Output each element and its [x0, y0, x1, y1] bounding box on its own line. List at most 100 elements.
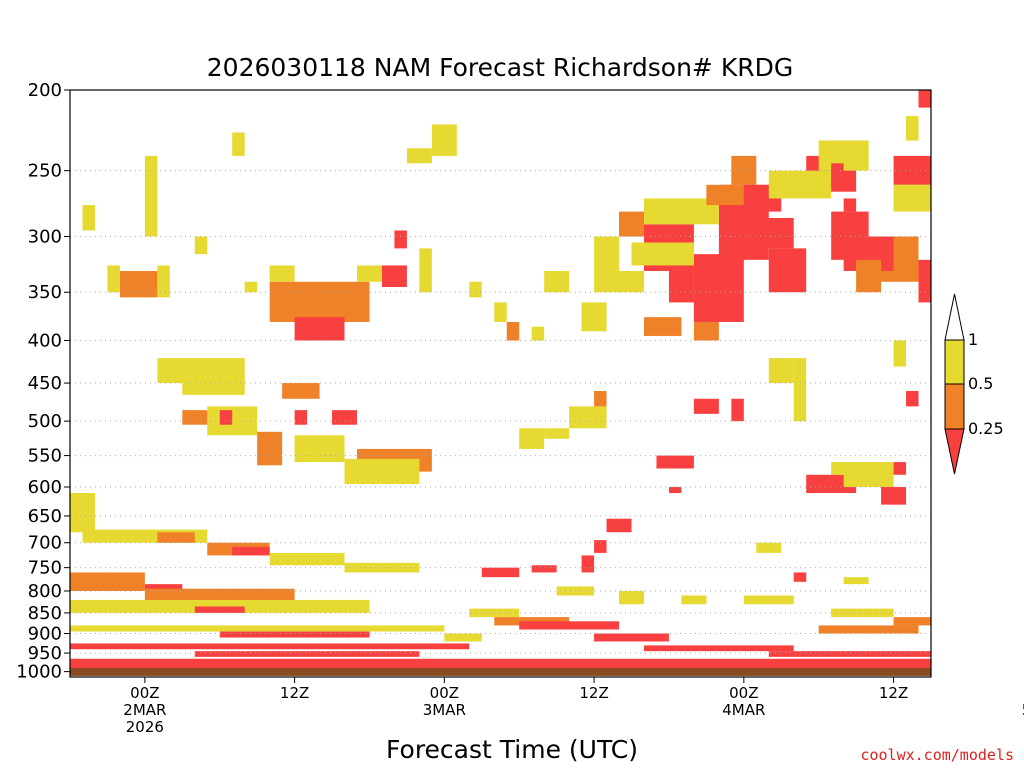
heatmap-cell	[843, 577, 869, 585]
heatmap-cell	[294, 317, 345, 341]
heatmap-cell	[70, 599, 370, 613]
x-tick-label: 2MAR	[123, 701, 166, 719]
heatmap-cell	[793, 572, 807, 582]
heatmap-cell	[918, 259, 931, 303]
heatmap-cell	[70, 643, 470, 650]
heatmap-cell	[144, 155, 158, 237]
y-tick-label: 300	[28, 227, 62, 248]
heatmap-cell	[594, 236, 620, 293]
heatmap-cell	[244, 281, 258, 293]
heatmap-cell	[232, 546, 270, 556]
x-tick-label: 12Z	[280, 684, 309, 702]
x-axis-label: Forecast Time (UTC)	[386, 735, 638, 764]
heatmap-cell	[681, 595, 707, 605]
heatmap-cell	[494, 617, 570, 626]
heatmap-cell	[756, 542, 782, 553]
colorbar-bottom-arrow	[944, 428, 965, 475]
heatmap-cell	[893, 462, 907, 475]
heatmap-cell	[269, 281, 370, 322]
heatmap-cell	[469, 281, 482, 298]
heatmap-cell	[194, 651, 420, 657]
heatmap-cell	[581, 302, 607, 332]
heatmap-cell	[644, 317, 682, 336]
y-tick-label: 800	[28, 581, 62, 602]
heatmap-cell	[668, 487, 682, 493]
heatmap-cell	[644, 645, 794, 652]
heatmap-cell	[768, 248, 807, 293]
heatmap-cell	[269, 552, 345, 566]
heatmap-cell	[481, 567, 520, 578]
heatmap-cell	[394, 230, 407, 249]
heatmap-cell	[893, 184, 931, 212]
heatmap-cell	[594, 390, 607, 407]
heatmap-cell	[918, 90, 931, 108]
heatmap-cell	[544, 270, 570, 293]
heatmap-cell	[893, 340, 907, 367]
heatmap-cell	[831, 608, 894, 618]
heatmap-cell	[631, 242, 694, 266]
heatmap-cell	[606, 518, 632, 533]
y-tick-label: 400	[28, 330, 62, 351]
legend-label: 1	[968, 330, 978, 349]
heatmap-cell	[656, 455, 694, 469]
legend-label: 0.25	[968, 419, 1004, 438]
heatmap-cell	[831, 462, 857, 475]
y-tick-label: 200	[28, 80, 62, 101]
heatmap-cell	[269, 265, 295, 282]
x-tick-label: 2026	[126, 718, 164, 736]
heatmap-cell	[619, 211, 644, 237]
heatmap-cell	[182, 410, 208, 425]
y-tick-label: 600	[28, 477, 62, 498]
heatmap-cell	[194, 236, 208, 255]
heatmap-cell	[793, 358, 807, 422]
heatmap-cell	[743, 217, 794, 249]
heatmap-cell	[332, 410, 357, 425]
heatmap-cell	[157, 358, 245, 384]
heatmap-cell	[531, 565, 557, 573]
heatmap-cell	[219, 631, 370, 638]
colorbar-legend: 1 0.5 0.25	[944, 293, 1004, 475]
heatmap-cell	[768, 358, 794, 384]
heatmap-cell	[569, 406, 607, 429]
heatmap-cell	[594, 633, 669, 642]
legend-label: 0.5	[968, 374, 993, 393]
y-tick-label: 850	[28, 603, 62, 624]
heatmap-cell	[194, 606, 245, 613]
y-tick-label: 350	[28, 282, 62, 303]
heatmap-cell	[893, 617, 931, 626]
x-axis: 00Z2MAR202612Z00Z3MAR12Z00Z4MAR12Z00Z5MA…	[123, 677, 1024, 736]
heatmap-cell	[70, 658, 931, 668]
heatmap-cell	[232, 132, 245, 156]
heatmap-cell	[70, 492, 95, 533]
heatmap-cell	[856, 259, 882, 293]
heatmap-cell	[294, 410, 308, 425]
heatmap-cell	[70, 625, 445, 632]
colorbar-segment	[944, 383, 965, 430]
heatmap-cell	[818, 140, 869, 171]
heatmap-cell	[381, 265, 407, 288]
heatmap-cell	[431, 124, 457, 156]
x-tick-label: 12Z	[579, 684, 608, 702]
heatmap-cell	[357, 265, 382, 282]
heatmap-cell	[619, 270, 644, 293]
heatmap-cell	[519, 621, 620, 630]
y-tick-label: 700	[28, 533, 62, 554]
heatmap-cell	[70, 667, 931, 676]
heatmap-cells	[70, 90, 931, 676]
y-tick-label: 450	[28, 373, 62, 394]
heatmap-cell	[731, 398, 744, 422]
chart-title: 2026030118 NAM Forecast Richardson# KRDG	[207, 53, 793, 82]
heatmap-cell	[519, 428, 545, 449]
heatmap-cell	[693, 398, 719, 414]
y-tick-label: 1000	[16, 662, 62, 683]
heatmap-cell	[182, 379, 245, 395]
heatmap-cell	[469, 608, 520, 618]
heatmap-cell	[406, 148, 432, 164]
heatmap-cell	[594, 540, 607, 553]
heatmap-cell	[906, 116, 919, 141]
heatmap-cell	[157, 532, 195, 543]
y-tick-label: 550	[28, 446, 62, 467]
colorbar-segment	[944, 339, 965, 385]
heatmap-cell	[531, 326, 545, 341]
